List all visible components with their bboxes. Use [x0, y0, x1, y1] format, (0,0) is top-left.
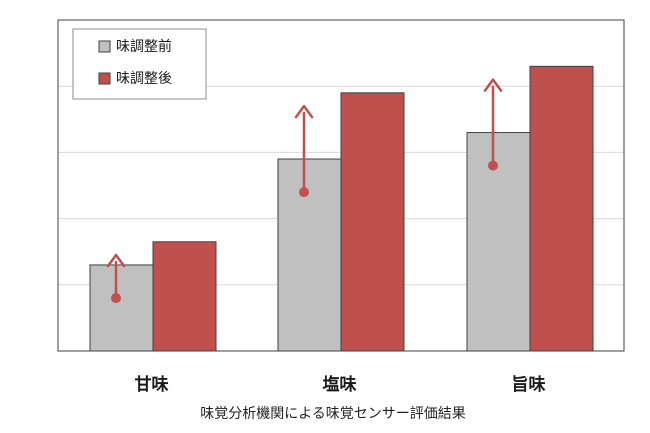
increase-arrows [106, 78, 503, 304]
legend-label-before: 味調整前 [116, 38, 172, 55]
bar-before-3 [466, 132, 531, 352]
category-label-sweet: 甘味 [135, 374, 169, 395]
chart-caption: 味覚分析機関による味覚センサー評価結果 [200, 406, 466, 422]
increase-arrow-2 [294, 104, 314, 198]
category-label-salty: 塩味 [323, 374, 357, 395]
bar-after-1 [152, 241, 217, 352]
legend-box [72, 28, 207, 100]
bar-after-2 [340, 92, 405, 352]
legend-label-after: 味調整後 [116, 71, 172, 87]
arrow-head [483, 78, 503, 92]
increase-arrow-1 [106, 253, 126, 304]
arrow-head [294, 104, 314, 119]
category-labels: 甘味 塩味 旨味 [135, 374, 546, 395]
bar-before-1 [89, 264, 154, 352]
increase-arrow-3 [483, 78, 503, 171]
arrow-head [106, 253, 126, 268]
arrow-dot [488, 160, 498, 171]
bar-before-2 [277, 158, 342, 352]
arrow-dot [111, 293, 121, 304]
legend-swatch-after [98, 72, 111, 85]
bar-after-3 [529, 65, 594, 352]
arrow-dot [299, 187, 309, 198]
legend-swatch-before [98, 40, 111, 53]
bars [89, 65, 594, 352]
category-label-umami: 旨味 [512, 374, 546, 395]
legend: 味調整前 味調整後 [72, 28, 207, 100]
